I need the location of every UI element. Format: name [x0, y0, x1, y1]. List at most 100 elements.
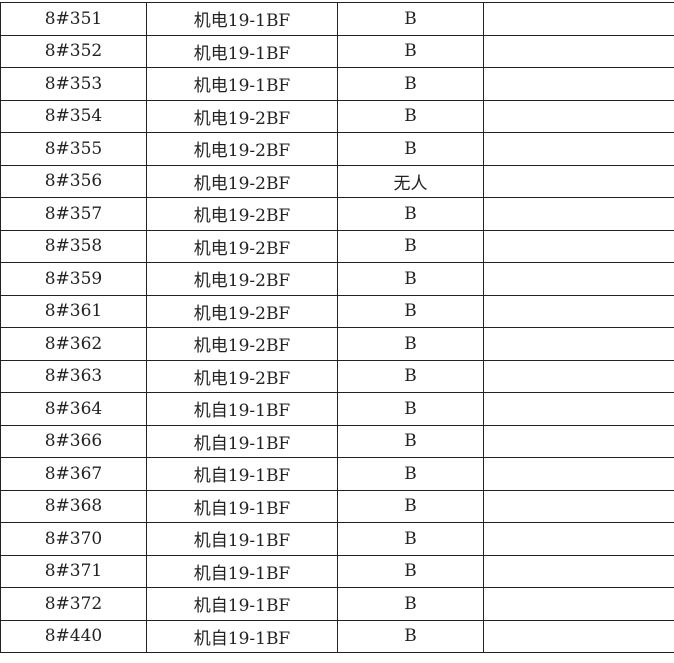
remark-cell: [483, 392, 674, 426]
table-row: 8#355 机电19-2BF B: [0, 132, 674, 166]
remark-cell: [483, 522, 674, 556]
remark-cell: [483, 619, 674, 653]
room-number-cell: 8#355: [0, 132, 147, 166]
class-cell: 机电19-1BF: [146, 2, 338, 36]
class-cell: 机自19-1BF: [146, 457, 338, 491]
table-row: 8#362 机电19-2BF B: [0, 327, 674, 361]
remark-cell: [483, 34, 674, 68]
class-cell: 机电19-1BF: [146, 34, 338, 68]
remark-cell: [483, 164, 674, 198]
room-number-cell: 8#358: [0, 229, 147, 263]
room-number-cell: 8#351: [0, 2, 147, 36]
grade-cell: B: [337, 262, 484, 296]
grade-cell: B: [337, 132, 484, 166]
room-number-cell: 8#352: [0, 34, 147, 68]
table-row: 8#357 机电19-2BF B: [0, 197, 674, 231]
remark-cell: [483, 229, 674, 263]
grade-cell: B: [337, 522, 484, 556]
table-row: 8#361 机电19-2BF B: [0, 294, 674, 328]
room-number-cell: 8#363: [0, 359, 147, 393]
room-number-cell: 8#440: [0, 619, 147, 653]
table-row: 8#352 机电19-1BF B: [0, 34, 674, 68]
remark-cell: [483, 132, 674, 166]
remark-cell: [483, 554, 674, 588]
remark-cell: [483, 489, 674, 523]
grade-cell: B: [337, 2, 484, 36]
grade-cell: B: [337, 99, 484, 133]
class-cell: 机电19-2BF: [146, 262, 338, 296]
grade-cell: B: [337, 229, 484, 263]
grade-cell: B: [337, 34, 484, 68]
class-cell: 机电19-2BF: [146, 197, 338, 231]
table-row: 8#359 机电19-2BF B: [0, 262, 674, 296]
remark-cell: [483, 294, 674, 328]
class-cell: 机电19-2BF: [146, 164, 338, 198]
grade-cell: B: [337, 294, 484, 328]
class-cell: 机电19-2BF: [146, 294, 338, 328]
table-row: 8#368 机自19-1BF B: [0, 489, 674, 523]
room-number-cell: 8#353: [0, 67, 147, 101]
class-cell: 机电19-2BF: [146, 99, 338, 133]
class-cell: 机电19-1BF: [146, 67, 338, 101]
class-cell: 机电19-2BF: [146, 132, 338, 166]
remark-cell: [483, 2, 674, 36]
remark-cell: [483, 587, 674, 621]
grade-cell: B: [337, 327, 484, 361]
class-cell: 机自19-1BF: [146, 619, 338, 653]
room-number-cell: 8#372: [0, 587, 147, 621]
table-row: 8#353 机电19-1BF B: [0, 67, 674, 101]
room-number-cell: 8#362: [0, 327, 147, 361]
grade-cell: B: [337, 197, 484, 231]
grade-cell: B: [337, 554, 484, 588]
remark-cell: [483, 424, 674, 458]
grade-cell: B: [337, 424, 484, 458]
room-number-cell: 8#361: [0, 294, 147, 328]
room-number-cell: 8#359: [0, 262, 147, 296]
grade-cell: B: [337, 619, 484, 653]
table-row: 8#367 机自19-1BF B: [0, 457, 674, 491]
remark-cell: [483, 457, 674, 491]
grade-cell: B: [337, 359, 484, 393]
table-row: 8#364 机自19-1BF B: [0, 392, 674, 426]
table-row: 8#358 机电19-2BF B: [0, 229, 674, 263]
room-number-cell: 8#356: [0, 164, 147, 198]
table-row: 8#370 机自19-1BF B: [0, 522, 674, 556]
remark-cell: [483, 197, 674, 231]
class-cell: 机电19-2BF: [146, 327, 338, 361]
class-cell: 机电19-2BF: [146, 229, 338, 263]
table-row: 8#372 机自19-1BF B: [0, 587, 674, 621]
grade-cell: B: [337, 392, 484, 426]
table-row: 8#440 机自19-1BF B: [0, 619, 674, 653]
remark-cell: [483, 359, 674, 393]
table-row: 8#363 机电19-2BF B: [0, 359, 674, 393]
room-number-cell: 8#371: [0, 554, 147, 588]
grade-cell: B: [337, 489, 484, 523]
grade-cell: B: [337, 67, 484, 101]
table-row: 8#366 机自19-1BF B: [0, 424, 674, 458]
class-cell: 机自19-1BF: [146, 587, 338, 621]
room-number-cell: 8#364: [0, 392, 147, 426]
room-number-cell: 8#367: [0, 457, 147, 491]
room-number-cell: 8#354: [0, 99, 147, 133]
remark-cell: [483, 327, 674, 361]
table-row: 8#354 机电19-2BF B: [0, 99, 674, 133]
grade-cell: B: [337, 457, 484, 491]
grade-cell: B: [337, 587, 484, 621]
class-cell: 机自19-1BF: [146, 489, 338, 523]
table-row: 8#371 机自19-1BF B: [0, 554, 674, 588]
table-row: 8#356 机电19-2BF 无人: [0, 164, 674, 198]
room-number-cell: 8#357: [0, 197, 147, 231]
room-number-cell: 8#366: [0, 424, 147, 458]
remark-cell: [483, 262, 674, 296]
grade-cell: 无人: [337, 164, 484, 198]
class-cell: 机自19-1BF: [146, 424, 338, 458]
class-cell: 机自19-1BF: [146, 522, 338, 556]
room-number-cell: 8#368: [0, 489, 147, 523]
class-cell: 机自19-1BF: [146, 392, 338, 426]
class-cell: 机电19-2BF: [146, 359, 338, 393]
remark-cell: [483, 67, 674, 101]
remark-cell: [483, 99, 674, 133]
room-number-cell: 8#370: [0, 522, 147, 556]
